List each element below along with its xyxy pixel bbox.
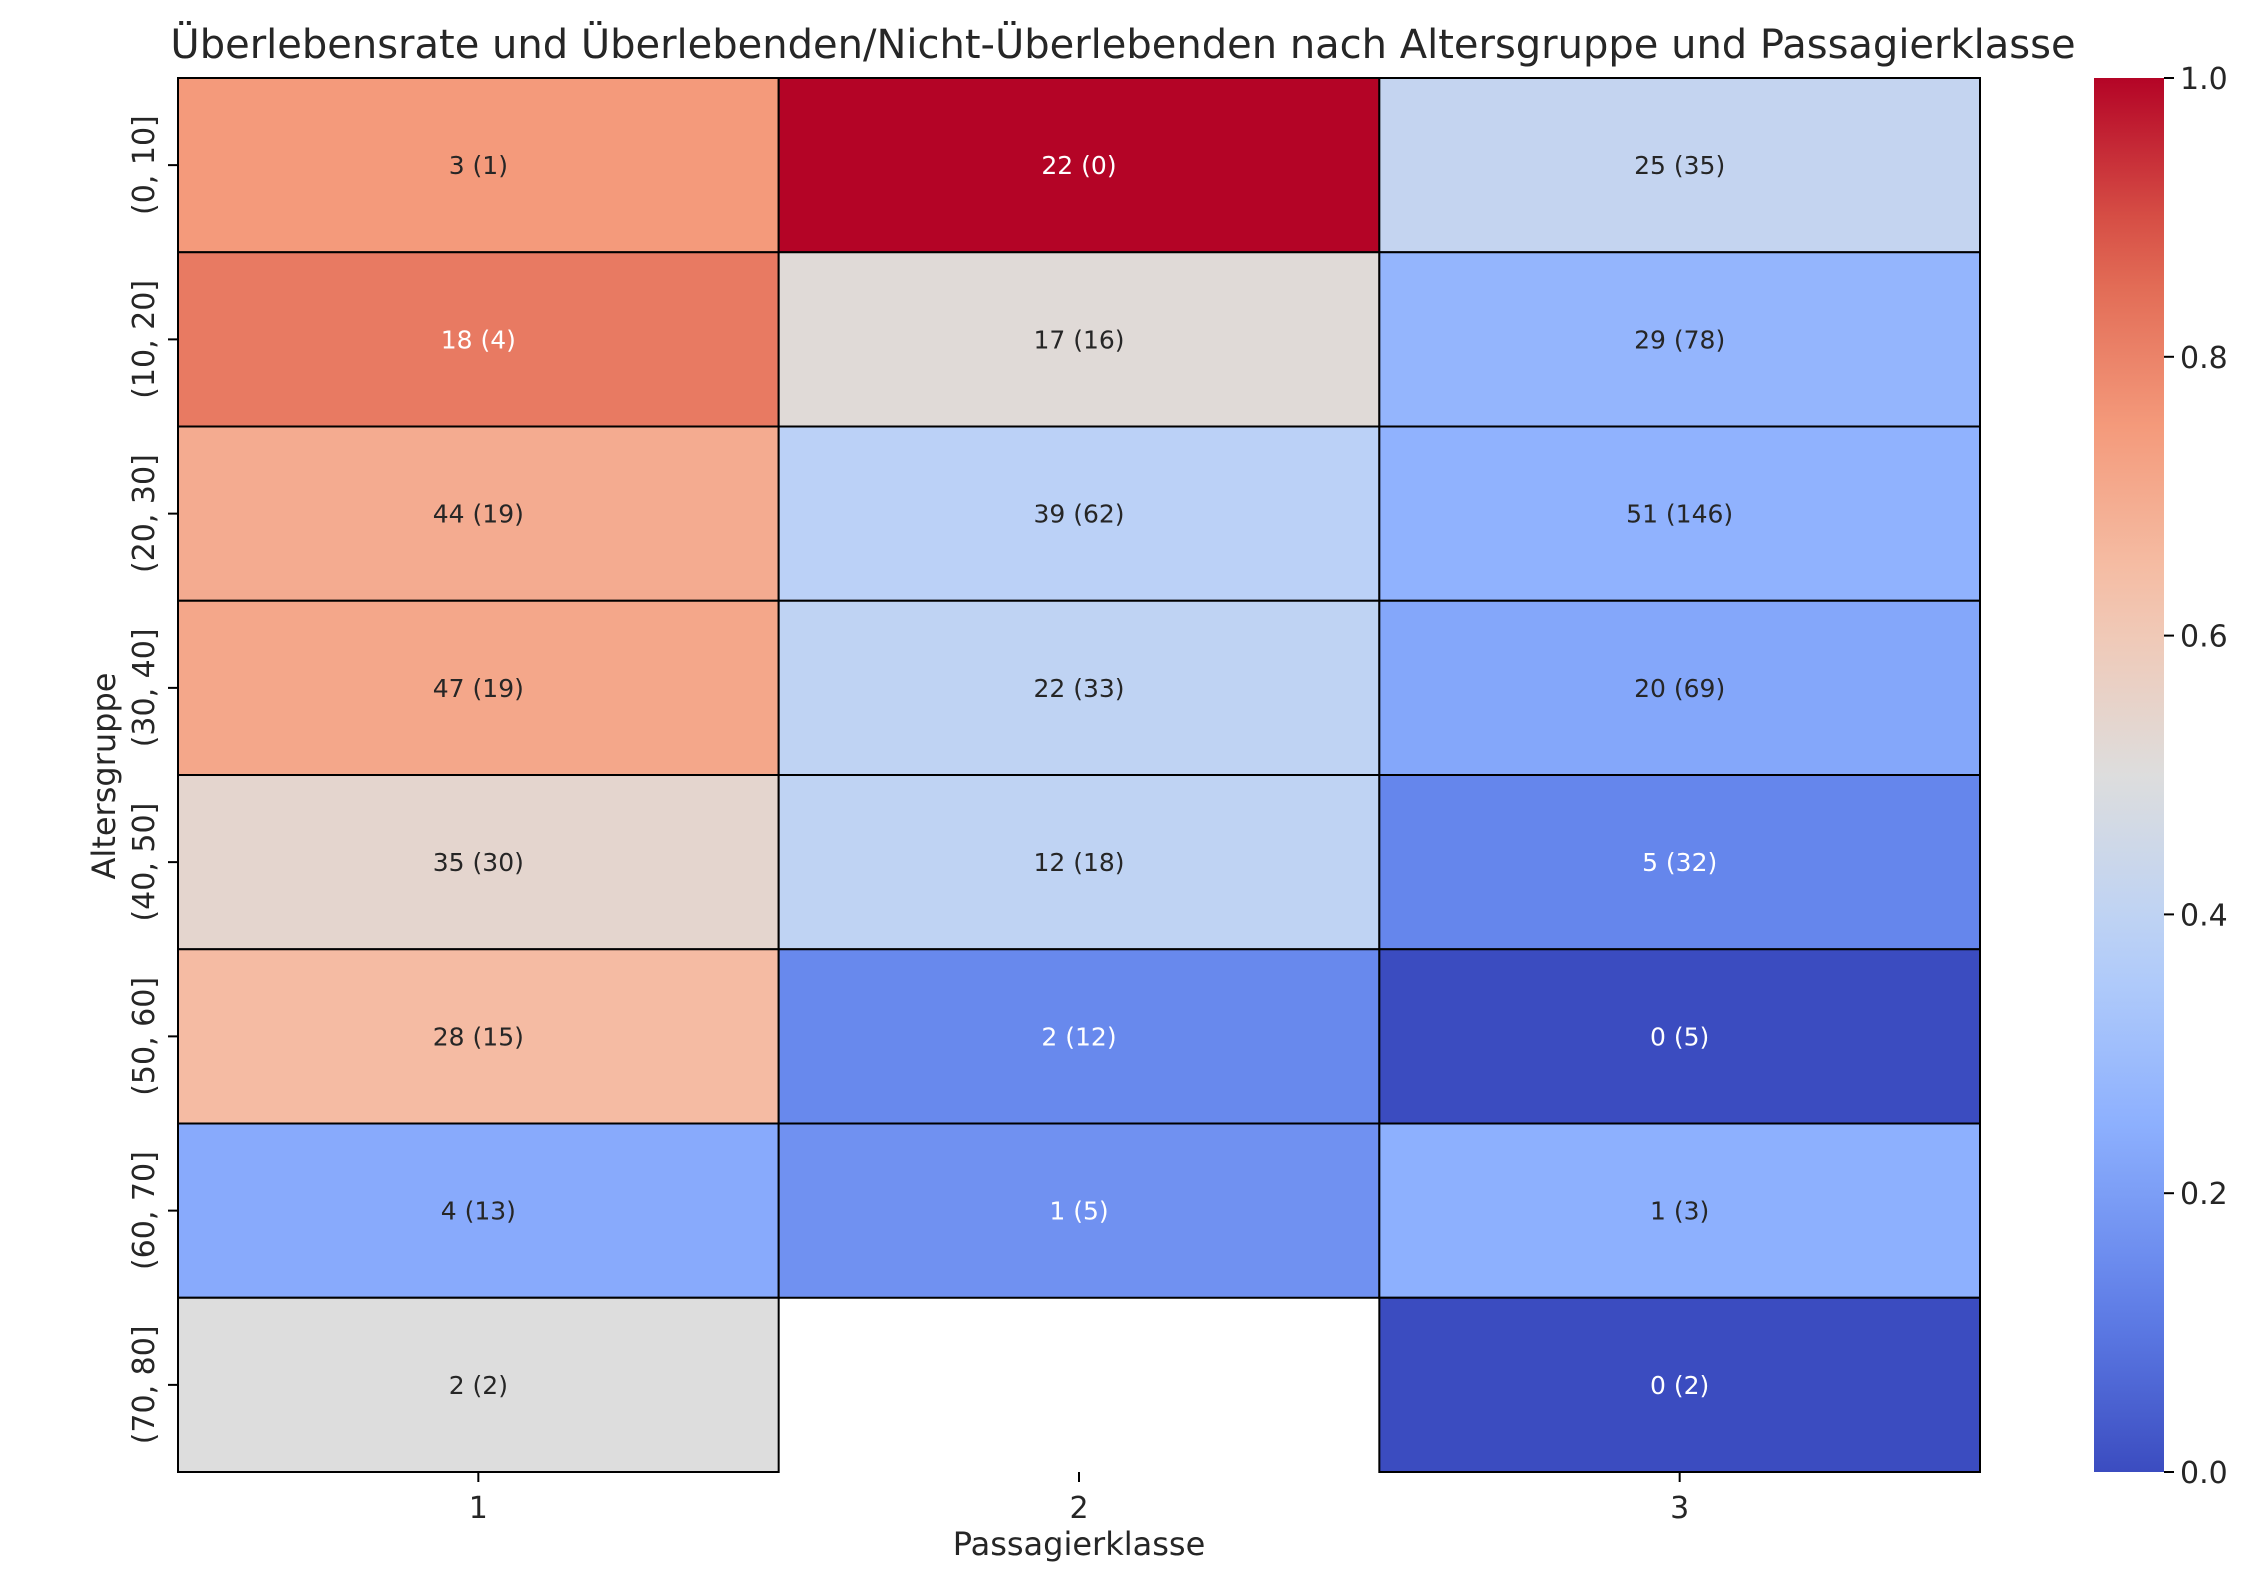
cell-value-label: 12 (18) — [1033, 848, 1124, 877]
heatmap-cell — [1378, 948, 1982, 1125]
cell-value-label: 4 (13) — [441, 1197, 516, 1226]
chart-title: Überlebensrate und Überlebenden/Nicht-Üb… — [170, 20, 2075, 68]
x-axis-label: Passagierklasse — [953, 1525, 1206, 1563]
colorbar: 0.0 0.2 0.4 0.6 0.8 1.0 — [2094, 62, 2228, 1491]
cell-value-label: 3 (1) — [449, 151, 508, 180]
colorbar-tick-label: 0.6 — [2180, 620, 2228, 655]
heatmap-cells — [177, 77, 1982, 1473]
cell-value-label: 5 (32) — [1642, 848, 1717, 877]
cell-value-label: 51 (146) — [1626, 500, 1733, 529]
cell-value-label: 28 (15) — [433, 1022, 524, 1051]
heatmap-cell — [777, 77, 1381, 254]
y-tick-label: (40, 50] — [127, 803, 162, 922]
cell-value-label: 39 (62) — [1033, 500, 1124, 529]
heatmap-cell — [177, 77, 780, 254]
cell-value-label: 18 (4) — [441, 325, 516, 354]
x-axis: 1 2 3 — [469, 1472, 1689, 1526]
cell-value-label: 22 (33) — [1033, 674, 1124, 703]
cell-value-label: 25 (35) — [1634, 151, 1725, 180]
heatmap-cell — [777, 425, 1381, 602]
heatmap-cell — [177, 599, 780, 776]
y-tick-label: (50, 60] — [127, 977, 162, 1096]
heatmap-cell — [177, 1296, 780, 1473]
heatmap-cell — [1378, 774, 1982, 951]
cell-value-label: 17 (16) — [1033, 325, 1124, 354]
cell-value-label: 29 (78) — [1634, 325, 1725, 354]
cell-value-label: 0 (5) — [1650, 1022, 1709, 1051]
cell-value-label: 1 (3) — [1650, 1197, 1709, 1226]
colorbar-tick-label: 0.4 — [2180, 898, 2228, 933]
cell-value-label: 2 (2) — [449, 1371, 508, 1400]
x-tick-label: 2 — [1069, 1491, 1088, 1526]
heatmap-cell — [177, 774, 780, 951]
heatmap-cell — [1378, 1122, 1982, 1299]
colorbar-tick-label: 1.0 — [2180, 62, 2228, 97]
heatmap-cell — [177, 251, 780, 428]
colorbar-tick-label: 0.2 — [2180, 1177, 2228, 1212]
y-tick-label: (70, 80] — [127, 1325, 162, 1444]
cell-value-label: 1 (5) — [1049, 1197, 1108, 1226]
cell-value-label: 2 (12) — [1041, 1022, 1116, 1051]
y-tick-label: (60, 70] — [127, 1151, 162, 1270]
cell-value-label: 47 (19) — [433, 674, 524, 703]
heatmap-cell-labels: 3 (1) 22 (0) 25 (35) 18 (4) 17 (16) 29 (78) 44… — [433, 151, 1733, 1400]
colorbar-gradient — [2094, 78, 2164, 1472]
x-tick-label: 1 — [469, 1491, 488, 1526]
cell-value-label: 20 (69) — [1634, 674, 1725, 703]
heatmap-cell — [1378, 77, 1982, 254]
y-axis: (0, 10] (10, 20] (20, 30] (30, 40] (40, 50] (… — [127, 115, 178, 1444]
y-tick-label: (0, 10] — [127, 115, 162, 215]
cell-value-label: 35 (30) — [433, 848, 524, 877]
colorbar-tick-label: 0.0 — [2180, 1456, 2228, 1491]
cell-value-label: 0 (2) — [1650, 1371, 1709, 1400]
heatmap-cell — [1378, 599, 1982, 776]
heatmap-cell — [1378, 1296, 1982, 1473]
heatmap-cell — [777, 251, 1381, 428]
cell-value-label: 44 (19) — [433, 500, 524, 529]
y-tick-label: (10, 20] — [127, 280, 162, 399]
heatmap-cell — [777, 948, 1381, 1125]
colorbar-tick-label: 0.8 — [2180, 341, 2228, 376]
heatmap-cell — [777, 774, 1381, 951]
x-tick-label: 3 — [1670, 1491, 1689, 1526]
y-axis-label: Altersgruppe — [85, 673, 123, 880]
heatmap-cell — [1378, 251, 1982, 428]
y-tick-label: (30, 40] — [127, 628, 162, 747]
heatmap-cell — [177, 1122, 780, 1299]
heatmap-cell — [777, 1122, 1381, 1299]
cell-value-label: 22 (0) — [1041, 151, 1116, 180]
y-tick-label: (20, 30] — [127, 454, 162, 573]
